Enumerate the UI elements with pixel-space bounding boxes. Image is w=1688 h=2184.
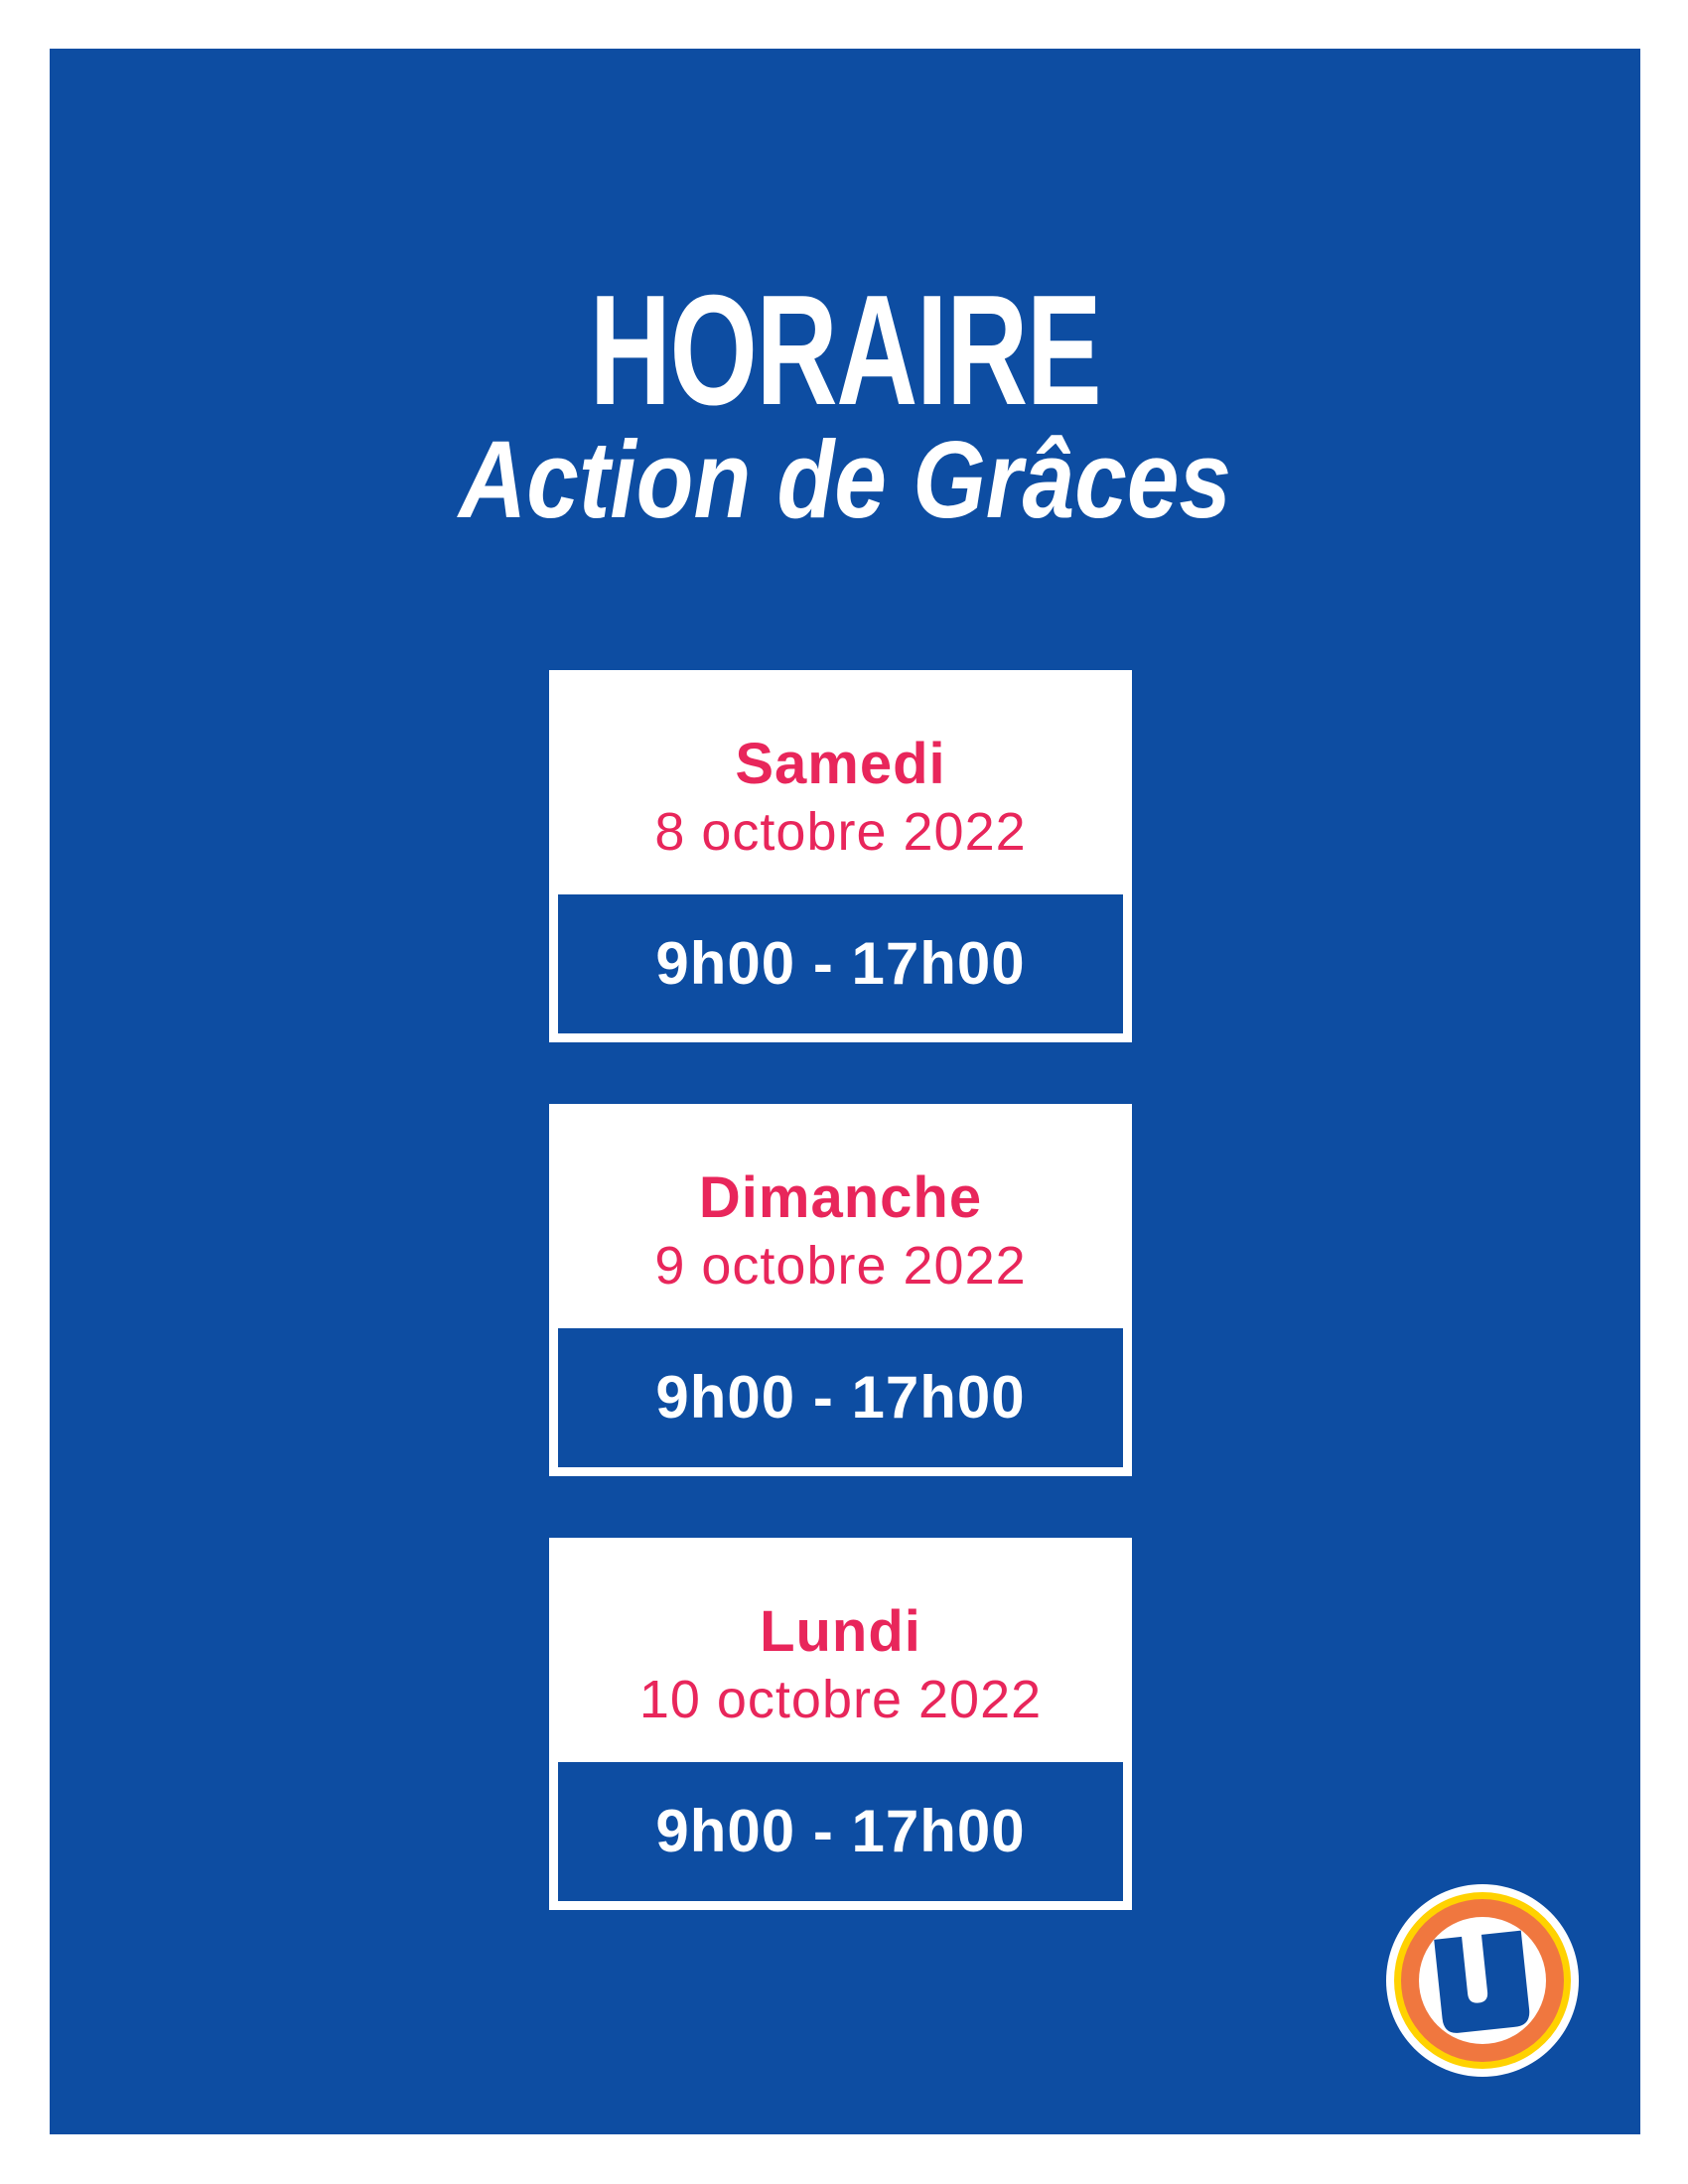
schedule-card-saturday: Samedi 8 octobre 2022 9h00 - 17h00 <box>549 670 1132 1042</box>
hours-label: 9h00 - 17h00 <box>655 930 1026 997</box>
day-label: Lundi <box>760 1599 921 1664</box>
poster-title: HORAIRE <box>589 263 1102 438</box>
poster-background: HORAIRE Action de Grâces Samedi 8 octobr… <box>50 49 1640 2134</box>
hours-bar: 9h00 - 17h00 <box>558 1328 1123 1467</box>
hours-label: 9h00 - 17h00 <box>655 1798 1026 1864</box>
schedule-card-sunday: Dimanche 9 octobre 2022 9h00 - 17h00 <box>549 1104 1132 1476</box>
hours-bar: 9h00 - 17h00 <box>558 1762 1123 1901</box>
day-label: Dimanche <box>698 1165 983 1230</box>
hours-bar: 9h00 - 17h00 <box>558 894 1123 1033</box>
schedule-card-monday: Lundi 10 octobre 2022 9h00 - 17h00 <box>549 1538 1132 1910</box>
day-label: Samedi <box>735 732 946 796</box>
date-label: 9 octobre 2022 <box>654 1236 1027 1296</box>
hours-label: 9h00 - 17h00 <box>655 1364 1026 1431</box>
date-label: 8 octobre 2022 <box>654 802 1027 862</box>
poster-subtitle: Action de Grâces <box>458 419 1232 541</box>
u-logo-icon <box>1386 1884 1579 2077</box>
date-label: 10 octobre 2022 <box>638 1670 1043 1729</box>
